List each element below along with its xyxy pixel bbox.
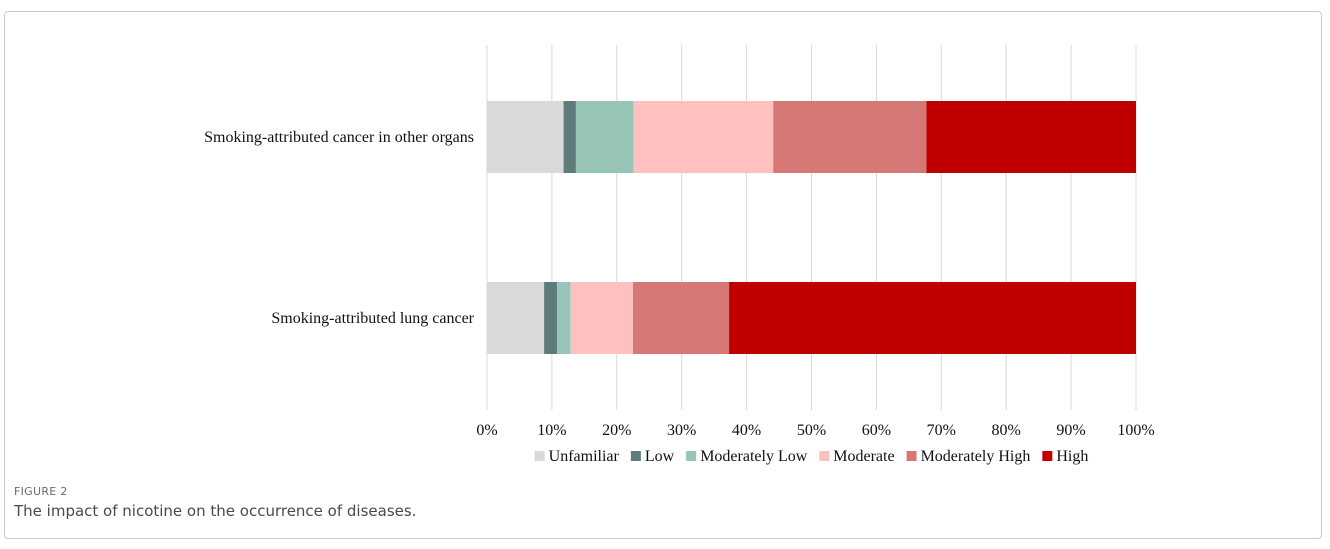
legend-item: Unfamiliar [534,448,620,465]
legend-item: Moderate [819,448,895,465]
bar-segment [487,282,545,354]
category-labels: Smoking-attributed cancer in other organ… [204,129,475,327]
category-label: Smoking-attributed cancer in other organ… [204,129,474,146]
legend-swatch [819,451,830,461]
legend-swatch [906,451,917,461]
stacked-bar-chart: Smoking-attributed cancer in other organ… [204,45,1155,465]
x-tick-label: 60% [862,422,891,439]
bar-segment [729,282,1136,354]
x-tick-label: 0% [476,422,497,439]
x-tick-label: 70% [927,422,956,439]
bar-segment [926,101,1136,173]
bar-segment [773,101,927,173]
legend-label: High [1056,448,1088,465]
legend-swatch [630,451,641,461]
x-tick-label: 40% [732,422,761,439]
figure-caption: The impact of nicotine on the occurrence… [14,502,417,520]
x-tick-label: 100% [1117,422,1154,439]
legend-swatch [686,451,697,461]
legend-item: Moderately High [906,448,1031,465]
legend-swatch [1042,451,1053,461]
legend-label: Moderately Low [700,448,808,465]
bar-segment [487,101,564,173]
bar-segment [570,282,634,354]
figure-label: FIGURE 2 [14,485,68,498]
bars [487,101,1136,354]
bar-segment [633,101,774,173]
x-tick-labels: 0% 10% 20% 30% 40% 50% 60% 70% 80% 90% 100% [476,422,1154,439]
x-tick-label: 90% [1056,422,1085,439]
figure-container [4,11,1322,539]
x-tick-label: 20% [602,422,631,439]
legend-item: High [1042,448,1088,465]
bar-segment [557,282,571,354]
x-tick-label: 80% [992,422,1021,439]
legend: Unfamiliar Low Moderately Low Moderate Moder… [534,448,1088,465]
x-tick-label: 30% [667,422,696,439]
legend-item: Low [630,448,675,465]
legend-label: Unfamiliar [549,448,620,465]
category-label: Smoking-attributed lung cancer [271,310,474,327]
legend-label: Moderate [833,448,894,465]
gridlines [486,45,1137,410]
bar-segment [575,101,634,173]
legend-item: Moderately Low [686,448,808,465]
bar-segment [544,282,558,354]
legend-swatch [534,451,545,461]
legend-label: Low [645,448,675,465]
legend-label: Moderately High [921,448,1031,465]
bar-segment [563,101,576,173]
x-tick-label: 50% [797,422,826,439]
x-tick-label: 10% [537,422,566,439]
bar-segment [633,282,730,354]
